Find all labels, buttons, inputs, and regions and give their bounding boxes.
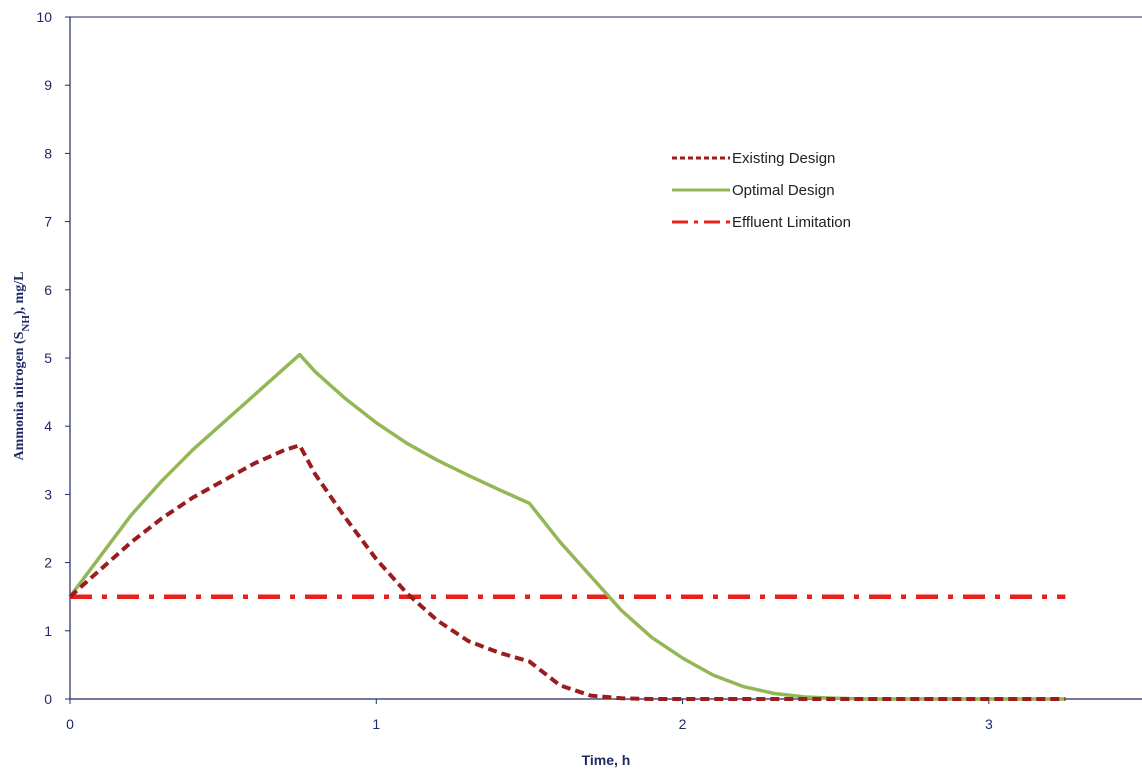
legend: Existing Design Optimal Design Effluent Li… [672,150,851,231]
y-tick-label: 10 [36,9,52,25]
y-tick-label: 3 [44,486,52,502]
y-tick-label: 7 [44,214,52,230]
y-tick-label: 5 [44,350,52,366]
y-tick-label: 6 [44,282,52,298]
x-tick-label: 0 [66,716,74,732]
y-axis-title-prefix: Ammonia nitrogen (S [12,331,27,460]
y-tick-label: 8 [44,145,52,161]
y-tick-label: 4 [44,418,52,434]
y-tick-label: 9 [44,77,52,93]
x-axis-title: Time, h [582,752,631,768]
series-line-optimal-design [68,352,1066,701]
legend-label-existing-design: Existing Design [732,150,835,167]
legend-label-effluent-limitation: Effluent Limitation [732,214,851,231]
series-line-existing-design [68,443,1066,701]
legend-label-optimal-design: Optimal Design [732,182,835,199]
ticks-layer: 0 1 2 3 4 5 6 7 8 9 10 0 1 2 3 [36,9,993,732]
y-tick-label: 0 [44,691,52,707]
y-axis-title-suffix: ), mg/L [12,272,27,316]
y-tick-label: 2 [44,555,52,571]
series-layer [68,352,1066,701]
y-axis-title-subscript: NH [20,315,32,332]
y-tick-label: 1 [44,623,52,639]
x-tick-label: 2 [679,716,687,732]
x-tick-label: 1 [372,716,380,732]
y-axis-title: Ammonia nitrogen (SNH), mg/L [12,272,32,461]
x-tick-label: 3 [985,716,993,732]
